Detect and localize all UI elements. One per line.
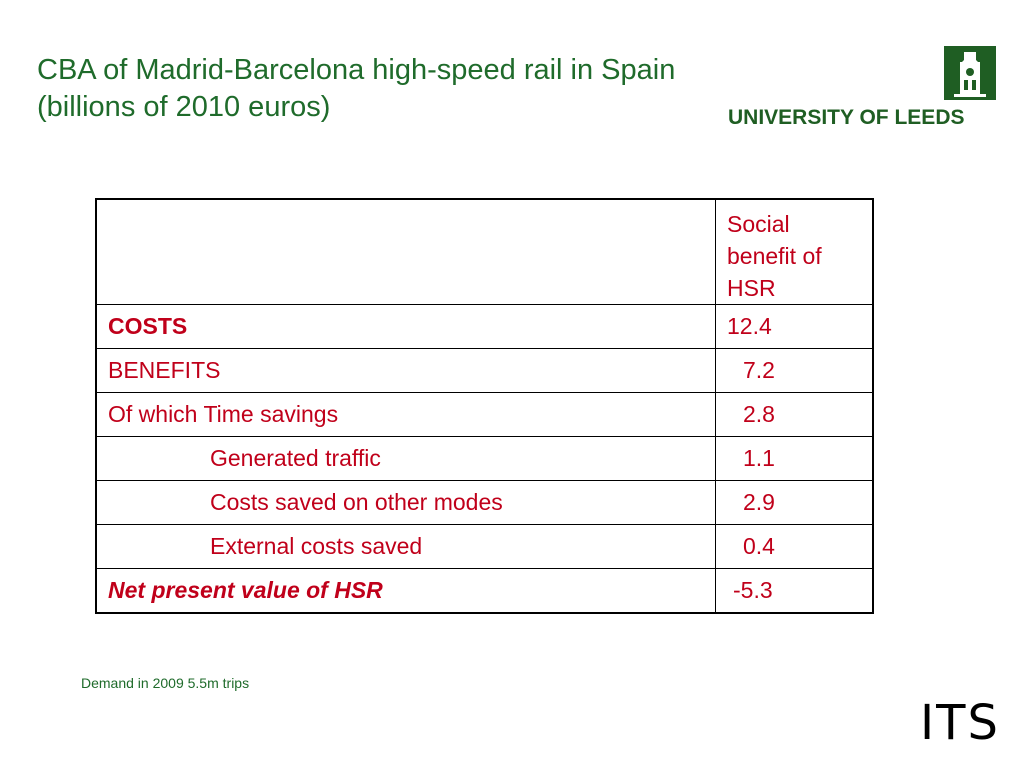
table-header-row: Social benefit of HSR <box>95 198 874 305</box>
row-label-external-costs-saved: External costs saved <box>95 524 716 569</box>
table-row: Costs saved on other modes 2.9 <box>95 480 874 525</box>
university-name: UNIVERSITY OF LEEDS <box>728 106 965 129</box>
demand-note: Demand in 2009 5.5m trips <box>81 675 250 691</box>
university-crest-icon <box>944 46 996 100</box>
row-value-generated-traffic: 1.1 <box>715 436 874 481</box>
table-row: Net present value of HSR -5.3 <box>95 568 874 614</box>
university-logo: UNIVERSITY OF LEEDS <box>728 46 1008 136</box>
row-label-benefits: BENEFITS <box>95 348 716 393</box>
cba-table: Social benefit of HSR COSTS 12.4 BENEFIT… <box>95 198 874 614</box>
table-row: BENEFITS 7.2 <box>95 348 874 393</box>
table-row: Of which Time savings 2.8 <box>95 392 874 437</box>
table-row: COSTS 12.4 <box>95 304 874 349</box>
header-social-benefit: Social benefit of HSR <box>715 198 874 305</box>
table-row: External costs saved 0.4 <box>95 524 874 569</box>
row-label-npv: Net present value of HSR <box>95 568 716 614</box>
its-logo: ITS <box>920 695 1000 751</box>
row-value-time-savings: 2.8 <box>715 392 874 437</box>
header-empty-cell <box>95 198 716 305</box>
slide-title: CBA of Madrid-Barcelona high-speed rail … <box>37 54 676 123</box>
row-value-costs: 12.4 <box>715 304 874 349</box>
row-label-costs: COSTS <box>95 304 716 349</box>
row-label-costs-saved-other-modes: Costs saved on other modes <box>95 480 716 525</box>
row-value-costs-saved-other-modes: 2.9 <box>715 480 874 525</box>
row-label-generated-traffic: Generated traffic <box>95 436 716 481</box>
row-value-npv: -5.3 <box>715 568 874 614</box>
table-row: Generated traffic 1.1 <box>95 436 874 481</box>
row-value-benefits: 7.2 <box>715 348 874 393</box>
row-label-time-savings: Of which Time savings <box>95 392 716 437</box>
row-value-external-costs-saved: 0.4 <box>715 524 874 569</box>
